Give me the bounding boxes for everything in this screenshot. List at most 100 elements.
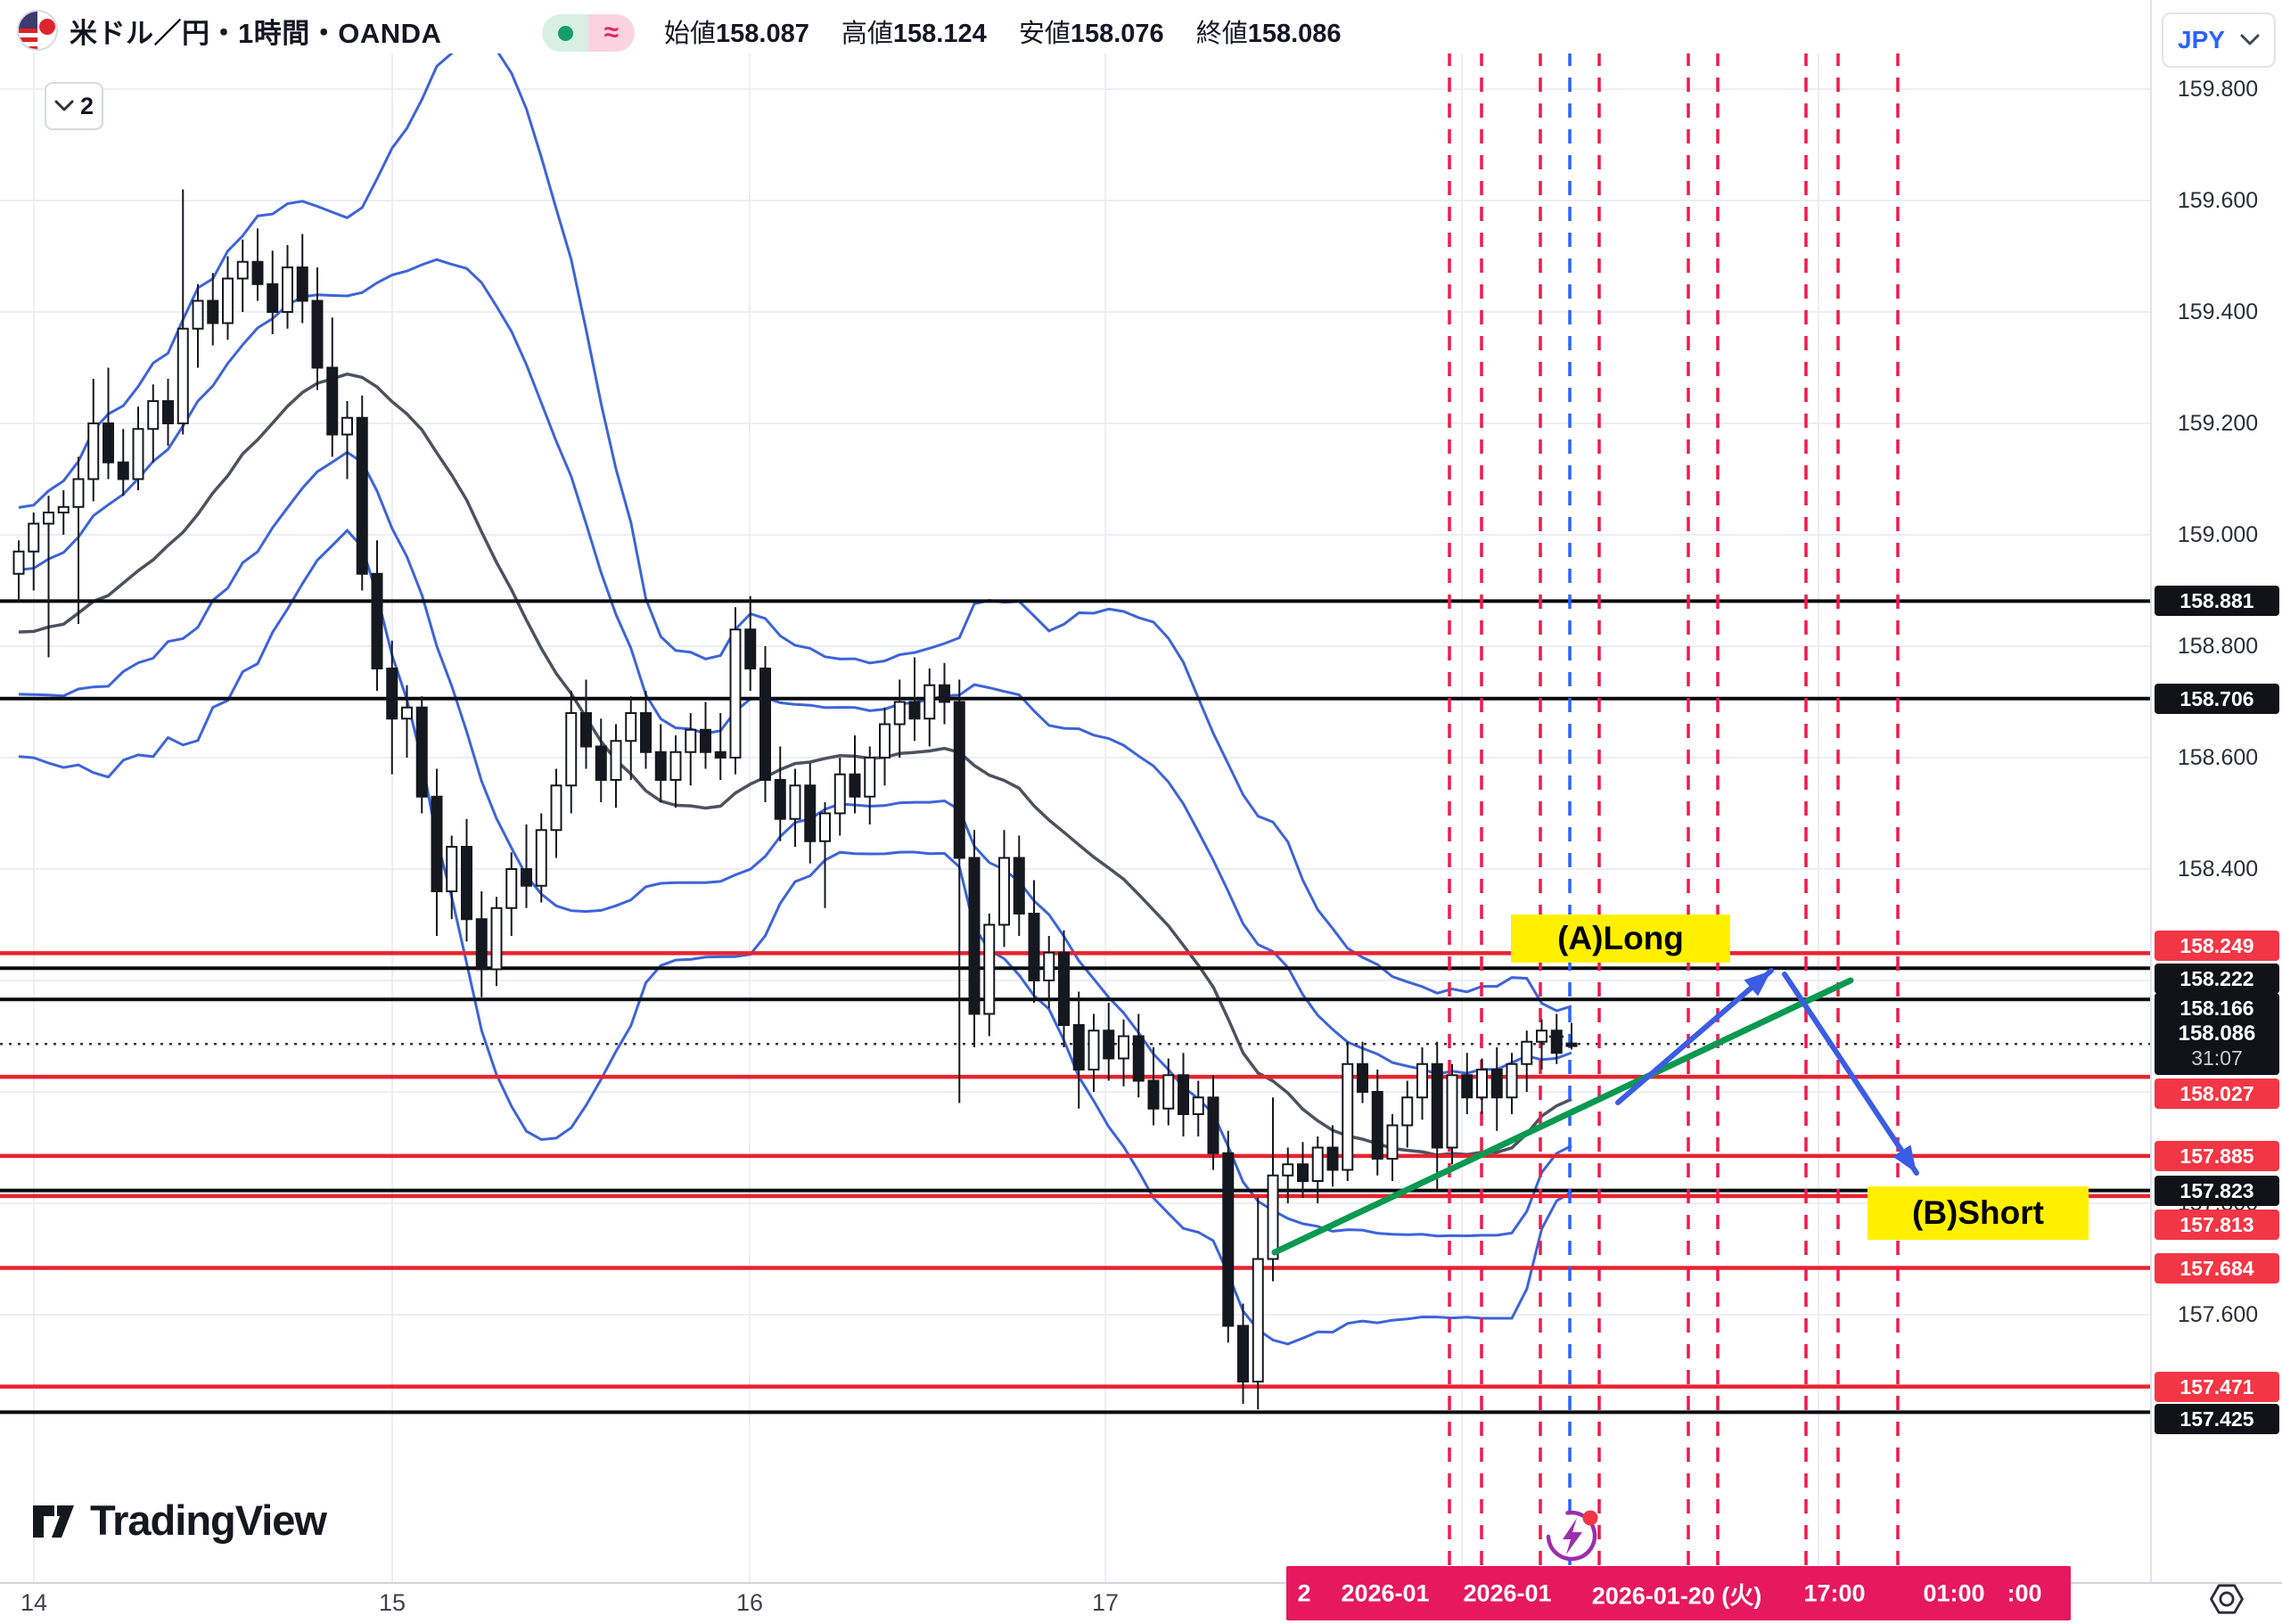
candle-body: [1028, 913, 1040, 981]
session-date-label: 2: [1297, 1579, 1311, 1606]
candle: [729, 607, 742, 775]
session-date-label: 2026-01-20 (火): [1591, 1582, 1762, 1609]
candle-body: [654, 750, 667, 781]
candle: [296, 234, 308, 324]
candle: [580, 679, 592, 769]
candle: [550, 768, 562, 858]
candle-body: [700, 728, 711, 753]
candle: [700, 701, 711, 769]
candle: [43, 496, 54, 658]
candle-body: [610, 740, 622, 781]
candle: [1162, 1058, 1175, 1126]
candle-body: [192, 299, 204, 330]
candle: [968, 830, 981, 1047]
close-value: 158.086: [1247, 20, 1342, 48]
candle: [505, 852, 518, 936]
candle-body: [864, 757, 876, 798]
candle-body: [968, 857, 981, 1015]
candle: [12, 540, 25, 602]
candle-body: [1222, 1152, 1235, 1327]
axis-settings-gear-icon[interactable]: [2205, 1578, 2248, 1620]
candle-body: [595, 745, 607, 781]
candle: [87, 379, 100, 502]
candle: [893, 679, 906, 758]
lightning-event-icon[interactable]: [1542, 1505, 1605, 1563]
candle: [341, 401, 353, 480]
candle-body: [983, 923, 996, 1015]
candle: [371, 540, 383, 691]
candle-body: [1192, 1096, 1204, 1115]
candle-body: [505, 868, 518, 909]
candle-body: [819, 812, 831, 842]
candle-body: [729, 628, 742, 759]
high-value: 158.124: [892, 20, 987, 48]
trade-arrow-up-head: [1744, 971, 1771, 997]
price-level-label-red: 157.885: [2155, 1141, 2279, 1171]
candle-body: [43, 512, 54, 525]
price-level-label-red: 158.027: [2155, 1079, 2279, 1109]
price-level-label-black: 158.222: [2155, 964, 2279, 994]
time-axis-day-label: 15: [378, 1589, 406, 1616]
session-date-label: :00: [2007, 1579, 2042, 1606]
candle-body: [1013, 857, 1025, 915]
candle: [819, 802, 831, 908]
candle-body: [1072, 1024, 1085, 1070]
candle-body: [117, 461, 129, 480]
market-status-pill[interactable]: ≈: [542, 14, 635, 52]
bollinger-upper-outer-band: [18, 31, 1572, 1013]
candle: [282, 245, 293, 329]
session-date-label: 01:00: [1923, 1579, 1985, 1606]
candle: [864, 746, 876, 824]
candle-body: [789, 784, 801, 820]
candle: [640, 691, 652, 769]
candle-body: [1118, 1035, 1129, 1060]
candle-body: [535, 829, 547, 887]
price-axis[interactable]: JPY 158.086 31:07 159.800 159.600 159.400 1…: [2150, 0, 2282, 1582]
candle-body: [356, 416, 368, 575]
candle: [1118, 1019, 1129, 1087]
candle-body: [1565, 1042, 1578, 1047]
candle-body: [1252, 1258, 1264, 1382]
candle-body: [371, 572, 383, 669]
time-axis-day-label: 17: [1091, 1589, 1120, 1616]
indicators-collapse-button[interactable]: 2: [45, 82, 103, 130]
candle-body: [744, 628, 757, 669]
candle-body: [1297, 1163, 1309, 1182]
candle-body: [1536, 1029, 1547, 1043]
currency-toggle-button[interactable]: JPY: [2162, 12, 2276, 68]
candle-body: [1103, 1029, 1115, 1060]
candle-body: [1371, 1091, 1383, 1160]
candle-body: [415, 706, 428, 798]
candle: [1342, 1041, 1354, 1181]
candle: [625, 696, 637, 780]
price-tick-label: 159.000: [2177, 522, 2259, 547]
candle-body: [1386, 1124, 1399, 1160]
price-tick-label: 159.800: [2177, 77, 2259, 102]
candle-body: [1461, 1074, 1473, 1099]
candle-body: [580, 712, 592, 748]
candle-body: [87, 422, 100, 480]
candle: [565, 691, 578, 814]
candle: [461, 818, 472, 942]
candle-body: [521, 868, 532, 887]
candle: [849, 735, 861, 814]
candle: [1297, 1142, 1309, 1198]
candle: [1506, 1053, 1518, 1114]
symbol-title[interactable]: 米ドル／円・1時間・OANDA: [70, 18, 442, 49]
candle-body: [1147, 1079, 1160, 1110]
candle: [1028, 880, 1040, 1003]
price-tick-label: 158.600: [2177, 745, 2259, 770]
tradingview-watermark: TradingView: [29, 1496, 327, 1545]
candle-body: [57, 505, 70, 513]
candle: [939, 662, 950, 725]
candle: [1103, 1003, 1115, 1081]
trade-arrow-up: [1615, 968, 1774, 1105]
candle: [1222, 1130, 1235, 1343]
candle: [998, 830, 1010, 947]
candle-body: [1431, 1062, 1443, 1149]
price-chart-canvas[interactable]: [0, 0, 2150, 1582]
candle-body: [565, 712, 578, 787]
candle-body: [132, 428, 144, 480]
candle-body: [267, 283, 279, 313]
candle: [311, 267, 324, 390]
